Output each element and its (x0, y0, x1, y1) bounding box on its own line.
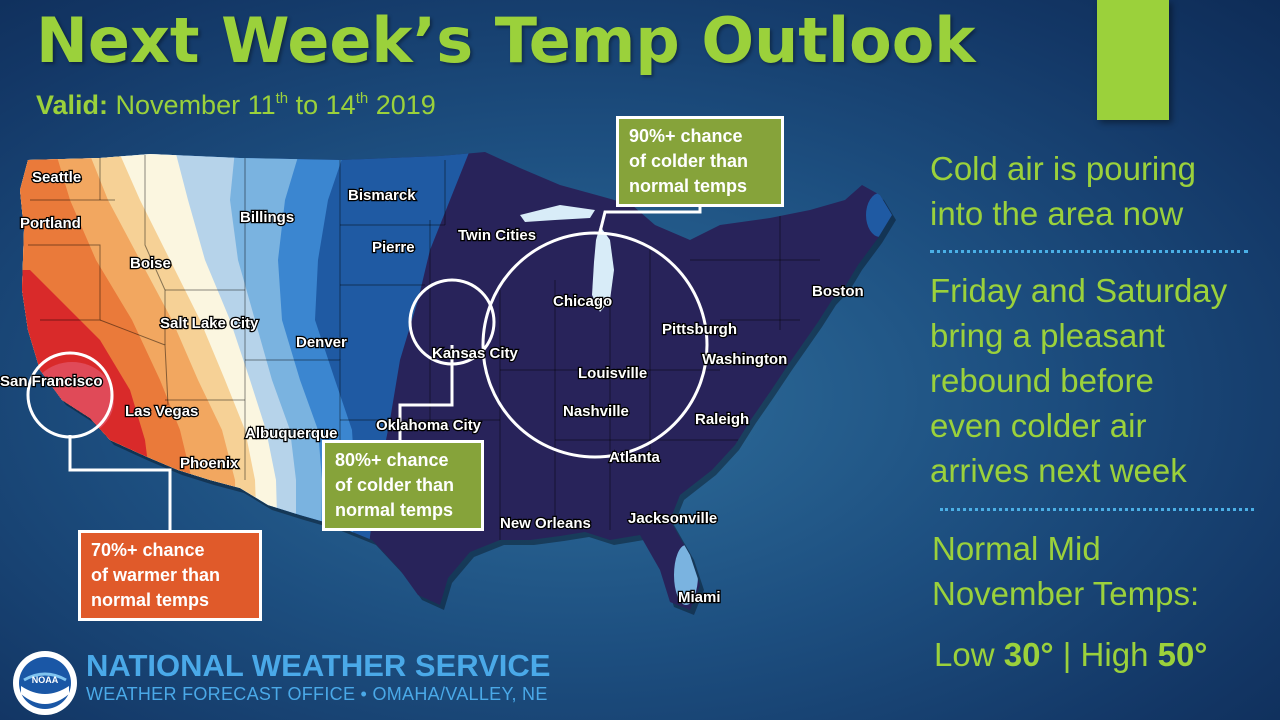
office-name: WEATHER FORECAST OFFICE • OMAHA/VALLEY, … (86, 684, 548, 704)
sidebar-line: into the area now (930, 195, 1184, 232)
valid-text-3: 2019 (368, 90, 436, 120)
outlook-map: Seattle Portland Boise Billings Bismarck Pier… (0, 152, 896, 615)
callout-north: 90%+ chance of colder than normal temps (616, 116, 784, 207)
highlight-circle-kansas-city (408, 278, 496, 366)
city-label-albuquerque: Albuquerque (245, 425, 338, 442)
city-labels: Seattle Portland Boise Billings Bismarck Pier… (0, 168, 865, 608)
valid-sup-2: th (355, 90, 369, 107)
temp-separator: | (1053, 636, 1081, 673)
valid-text-2: to 14 (288, 90, 356, 120)
city-label-miami: Miami (678, 589, 721, 606)
highlight-circle-san-francisco (26, 351, 114, 439)
band-maine-cool (866, 193, 892, 237)
callout-leader-west (68, 435, 172, 532)
callout-north-line: normal temps (629, 176, 748, 196)
callout-central: 80%+ chance of colder than normal temps (322, 440, 484, 531)
valid-text-1: November 11 (108, 90, 276, 120)
city-label-louisville: Louisville (578, 365, 647, 382)
divider (940, 508, 1254, 511)
valid-sup-1: th (275, 90, 289, 107)
callout-north-line: 90%+ chance (629, 126, 743, 146)
city-label-pittsburgh: Pittsburgh (662, 321, 737, 338)
city-label-washington: Washington (702, 351, 787, 368)
city-label-atlanta: Atlanta (609, 449, 660, 466)
noaa-logo: NOAA (13, 651, 77, 715)
sidebar-para-2: Friday and Saturday bring a pleasant reb… (930, 268, 1227, 493)
callout-north-line: of colder than (629, 151, 749, 171)
highlight-circle-midwest (481, 231, 709, 459)
city-label-new-orleans: New Orleans (500, 515, 591, 532)
logo-text: NOAA (32, 675, 59, 685)
callout-central-line: 80%+ chance (335, 450, 449, 470)
callout-central-line: of colder than (335, 475, 455, 495)
city-label-boise: Boise (130, 255, 171, 272)
agency-name: NATIONAL WEATHER SERVICE (86, 648, 551, 683)
valid-label: Valid: (36, 90, 109, 120)
city-label-phoenix: Phoenix (180, 455, 239, 472)
sidebar-para-1: Cold air is pouring into the area now (930, 146, 1196, 236)
low-value: 30° (1003, 636, 1054, 673)
lake-michigan (592, 226, 614, 312)
normal-temps: Low 30° | High 50° (934, 636, 1208, 674)
city-label-boston: Boston (812, 283, 864, 300)
sidebar-line: Normal Mid (932, 530, 1101, 567)
city-label-salt-lake-city: Salt Lake City (160, 315, 259, 332)
city-label-san-francisco: San Francisco (0, 373, 103, 390)
callout-leader-central (398, 345, 454, 440)
page-title: Next Week’s Temp Outlook (36, 4, 976, 77)
sidebar-line: even colder air (930, 407, 1147, 444)
high-value: 50° (1157, 636, 1208, 673)
sidebar-line: bring a pleasant (930, 317, 1165, 354)
city-label-twin-cities: Twin Cities (458, 227, 536, 244)
city-label-denver: Denver (296, 334, 347, 351)
sidebar-normal: Normal Mid November Temps: (932, 526, 1199, 616)
callout-central-line: normal temps (335, 500, 454, 520)
low-label: Low (934, 636, 1004, 673)
state-lines (28, 155, 820, 540)
city-label-billings: Billings (240, 209, 294, 226)
city-label-oklahoma-city: Oklahoma City (376, 417, 482, 434)
city-label-bismarck: Bismarck (348, 187, 416, 204)
sidebar-line: Friday and Saturday (930, 272, 1228, 309)
high-label: High (1080, 636, 1158, 673)
city-label-las-vegas: Las Vegas (125, 403, 198, 420)
city-label-seattle: Seattle (32, 169, 81, 186)
sidebar-line: arrives next week (930, 452, 1187, 489)
city-label-nashville: Nashville (563, 403, 629, 420)
city-label-chicago: Chicago (553, 293, 612, 310)
city-label-jacksonville: Jacksonville (628, 510, 717, 527)
lake-superior (520, 205, 595, 222)
accent-bar (1097, 0, 1169, 120)
sidebar-line: Cold air is pouring (930, 150, 1196, 187)
callout-west-line: normal temps (91, 590, 210, 610)
city-label-portland: Portland (20, 215, 81, 232)
callout-west: 70%+ chance of warmer than normal temps (78, 530, 262, 621)
sidebar-line: rebound before (930, 362, 1154, 399)
city-label-raleigh: Raleigh (695, 411, 749, 428)
sidebar-line: November Temps: (932, 575, 1200, 612)
valid-dates: Valid: November 11th to 14th 2019 (36, 90, 436, 121)
callout-west-line: 70%+ chance (91, 540, 205, 560)
callout-west-line: of warmer than (91, 565, 221, 585)
city-label-pierre: Pierre (372, 239, 415, 256)
city-label-kansas-city: Kansas City (432, 345, 519, 362)
divider (930, 250, 1248, 253)
